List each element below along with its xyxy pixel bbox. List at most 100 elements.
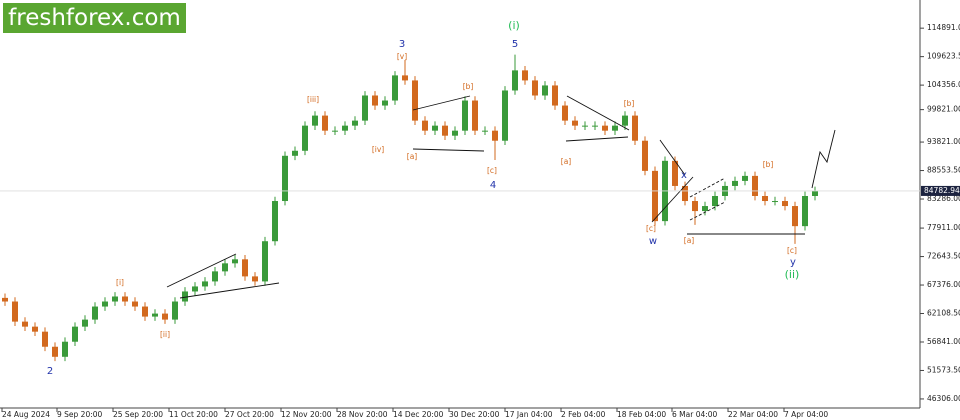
candle-body	[212, 271, 218, 282]
x-tick-label: 17 Jan 04:00	[505, 410, 553, 419]
x-tick-label: 22 Mar 04:00	[728, 410, 778, 419]
candle-body	[42, 331, 48, 347]
candle-body	[32, 326, 38, 332]
x-tick-label: 24 Aug 2024	[2, 410, 50, 419]
candle-body	[132, 301, 138, 307]
candle-body	[512, 70, 518, 91]
candle-body	[162, 313, 168, 320]
candle-body	[252, 276, 258, 282]
x-tick-label: 28 Nov 20:00	[337, 410, 388, 419]
wave-label: w	[649, 236, 657, 247]
wave-label: (i)	[508, 19, 520, 32]
candle-body	[562, 105, 568, 121]
trend-line	[689, 177, 726, 198]
candle-body	[62, 341, 68, 357]
y-tick-label: 62108.50	[927, 309, 960, 318]
candle-body	[292, 150, 298, 156]
candle-body	[572, 120, 578, 126]
candle-body	[442, 125, 448, 136]
candle-body	[242, 259, 248, 277]
candle-body	[262, 241, 268, 282]
candle-body	[362, 95, 368, 121]
trend-line	[412, 95, 471, 111]
candle-body	[812, 190, 818, 196]
candle-body	[172, 301, 178, 320]
candle-body	[202, 281, 208, 287]
x-tick-label: 2 Feb 04:00	[561, 410, 606, 419]
candle-body	[542, 85, 548, 96]
candle-body	[112, 296, 118, 302]
candle-body	[532, 80, 538, 96]
x-tick-label: 12 Nov 20:00	[281, 410, 332, 419]
x-tick-label: 27 Oct 20:00	[225, 410, 274, 419]
wave-label: [a]	[407, 152, 418, 161]
candle-body	[672, 160, 678, 186]
current-price-label: 84782.94	[924, 186, 960, 195]
x-tick-label: 14 Dec 20:00	[393, 410, 444, 419]
candle-body	[712, 195, 718, 207]
trend-lines	[166, 95, 836, 299]
candle-body	[52, 346, 58, 357]
candle-body	[12, 301, 18, 322]
plot	[2, 54, 818, 362]
candle-body	[372, 95, 378, 106]
candle-body	[72, 326, 78, 342]
x-tick-label: 25 Sep 20:00	[113, 410, 163, 419]
candle-body	[402, 75, 408, 81]
wave-label: [i]	[116, 278, 124, 287]
candle-body	[492, 130, 498, 141]
trend-line	[166, 253, 237, 288]
candle-body	[802, 195, 808, 227]
candle-body	[762, 195, 768, 202]
candle-body	[182, 291, 188, 302]
candle-body	[782, 201, 788, 207]
candle-body	[332, 130, 338, 132]
current-price-box	[921, 185, 960, 196]
trend-line	[179, 282, 280, 299]
x-tick-label: 6 Mar 04:00	[672, 410, 718, 419]
candle-body	[122, 296, 128, 302]
trend-line	[651, 176, 694, 223]
y-tick-label: 88553.50	[927, 166, 960, 175]
wave-label: (ii)	[785, 268, 800, 281]
x-tick-label: 18 Feb 04:00	[617, 410, 666, 419]
candle-body	[2, 297, 8, 302]
candle-body	[642, 140, 648, 171]
candle-body	[432, 125, 438, 131]
candle-body	[192, 286, 198, 292]
candle-body	[472, 100, 478, 131]
candle-body	[302, 125, 308, 151]
wave-label: [iii]	[307, 95, 319, 104]
candle-body	[352, 120, 358, 126]
trend-line	[689, 201, 726, 221]
candle-body	[412, 80, 418, 121]
candle-body	[682, 185, 688, 202]
x-tick-label: 7 Apr 04:00	[784, 410, 828, 419]
candle-body	[522, 70, 528, 81]
candle-body	[632, 115, 638, 141]
candle-body	[142, 306, 148, 317]
wave-label: [a]	[561, 157, 572, 166]
candle-body	[382, 100, 388, 106]
y-tick-label: 93821.00	[927, 137, 960, 146]
candle-body	[732, 180, 738, 186]
candle-body	[452, 130, 458, 136]
y-tick-label: 104356.00	[927, 80, 960, 89]
candle-body	[612, 125, 618, 131]
candle-body	[652, 170, 658, 222]
candle-body	[102, 301, 108, 307]
candle-body	[602, 125, 608, 131]
candle-body	[312, 115, 318, 126]
y-tick-label: 67376.00	[927, 280, 960, 289]
logo: freshforex.com	[3, 3, 186, 33]
x-tick-label: 11 Oct 20:00	[169, 410, 218, 419]
x-tick-label: 9 Sep 20:00	[57, 410, 103, 419]
wave-label: [c]	[787, 246, 797, 255]
wave-label: [b]	[463, 82, 474, 91]
candle-body	[282, 155, 288, 202]
x-tick-label: 30 Dec 20:00	[449, 410, 500, 419]
projection	[811, 129, 836, 189]
candle-body	[742, 175, 748, 181]
